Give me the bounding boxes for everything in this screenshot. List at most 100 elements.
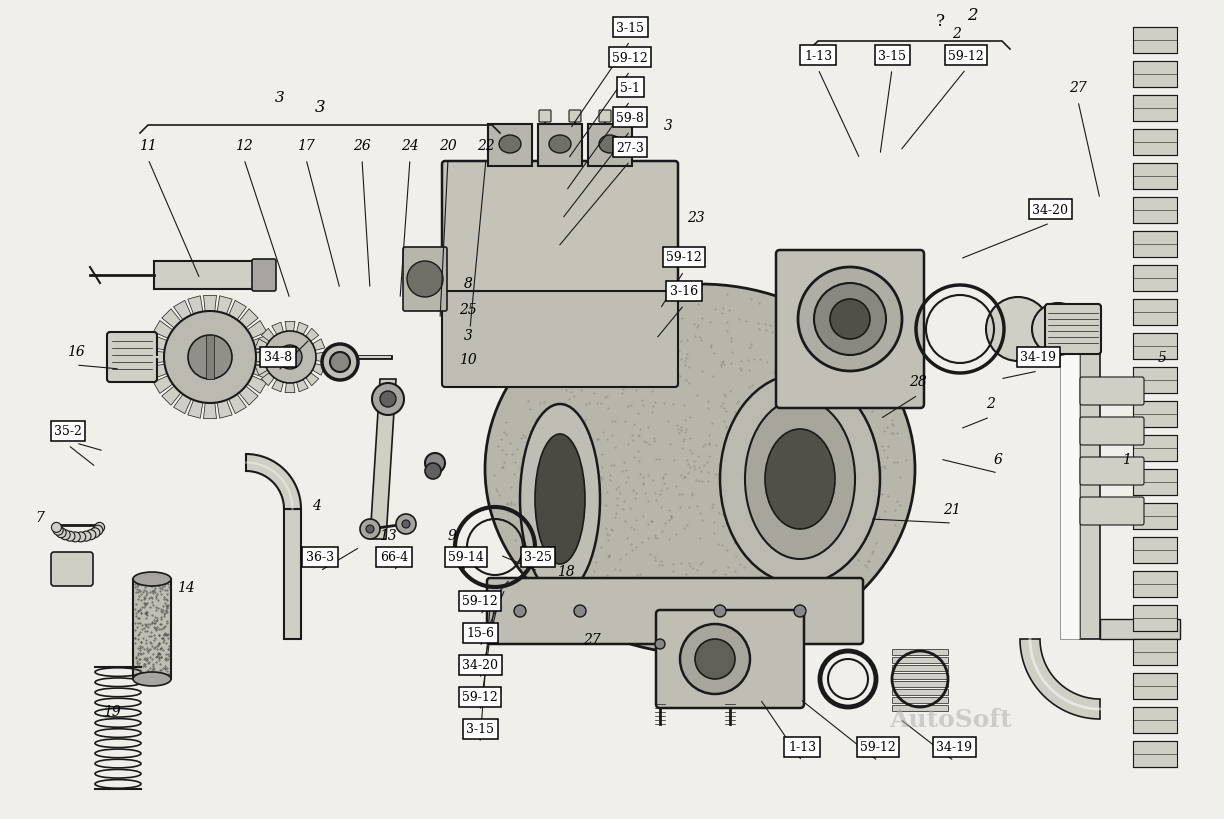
FancyBboxPatch shape bbox=[487, 578, 863, 645]
Text: 59-12: 59-12 bbox=[463, 595, 498, 608]
Text: 4: 4 bbox=[312, 499, 321, 513]
Text: 3-15: 3-15 bbox=[878, 49, 906, 62]
FancyBboxPatch shape bbox=[252, 260, 275, 292]
Circle shape bbox=[360, 519, 379, 540]
Polygon shape bbox=[162, 387, 181, 405]
Text: 17: 17 bbox=[297, 139, 315, 153]
Polygon shape bbox=[1133, 368, 1177, 393]
Circle shape bbox=[372, 383, 404, 415]
Text: 6: 6 bbox=[994, 452, 1002, 467]
Circle shape bbox=[81, 532, 91, 541]
Polygon shape bbox=[255, 353, 264, 363]
Circle shape bbox=[425, 464, 441, 479]
Polygon shape bbox=[1133, 62, 1177, 88]
Text: 25: 25 bbox=[459, 303, 477, 317]
Text: 34-20: 34-20 bbox=[461, 658, 498, 672]
Polygon shape bbox=[1133, 96, 1177, 122]
Ellipse shape bbox=[499, 136, 521, 154]
Polygon shape bbox=[1133, 572, 1177, 597]
Circle shape bbox=[60, 530, 70, 540]
Polygon shape bbox=[1133, 741, 1177, 767]
Text: 23: 23 bbox=[687, 210, 705, 224]
Polygon shape bbox=[296, 323, 308, 335]
Polygon shape bbox=[174, 395, 191, 414]
Ellipse shape bbox=[599, 136, 621, 154]
Text: 26: 26 bbox=[354, 139, 371, 153]
Text: 27: 27 bbox=[583, 632, 601, 646]
Bar bbox=[488, 124, 532, 167]
Polygon shape bbox=[239, 387, 258, 405]
Polygon shape bbox=[285, 383, 295, 393]
Bar bbox=[588, 124, 632, 167]
Ellipse shape bbox=[535, 434, 585, 564]
Text: 36-3: 36-3 bbox=[306, 551, 334, 563]
Text: 13: 13 bbox=[379, 528, 397, 542]
Text: 15: 15 bbox=[67, 423, 84, 437]
Circle shape bbox=[76, 532, 86, 542]
Text: 2: 2 bbox=[951, 27, 961, 41]
Circle shape bbox=[514, 605, 526, 618]
Polygon shape bbox=[149, 364, 166, 380]
Polygon shape bbox=[1133, 130, 1177, 156]
Ellipse shape bbox=[745, 400, 856, 559]
Polygon shape bbox=[892, 697, 949, 704]
Circle shape bbox=[278, 346, 302, 369]
Circle shape bbox=[655, 639, 665, 649]
Circle shape bbox=[330, 352, 350, 373]
Text: 11: 11 bbox=[140, 139, 157, 153]
Polygon shape bbox=[203, 296, 217, 312]
Text: 34-19: 34-19 bbox=[1020, 351, 1056, 364]
Polygon shape bbox=[285, 322, 295, 332]
Circle shape bbox=[93, 526, 103, 536]
Text: 14: 14 bbox=[177, 581, 195, 595]
Circle shape bbox=[86, 530, 95, 540]
Circle shape bbox=[322, 345, 357, 381]
Polygon shape bbox=[312, 364, 324, 376]
FancyBboxPatch shape bbox=[1080, 378, 1144, 405]
Text: 2: 2 bbox=[967, 7, 977, 25]
Circle shape bbox=[714, 605, 726, 618]
Text: 59-12: 59-12 bbox=[463, 690, 498, 704]
Polygon shape bbox=[247, 376, 267, 394]
FancyBboxPatch shape bbox=[106, 333, 157, 382]
Text: 35-2: 35-2 bbox=[54, 425, 82, 438]
Circle shape bbox=[51, 523, 61, 532]
Text: 3: 3 bbox=[275, 91, 285, 105]
Polygon shape bbox=[370, 379, 397, 540]
Text: 19: 19 bbox=[103, 704, 121, 718]
Circle shape bbox=[425, 454, 446, 473]
Text: 34-20: 34-20 bbox=[1032, 203, 1069, 216]
Text: 5: 5 bbox=[1158, 351, 1166, 364]
Text: 3-15: 3-15 bbox=[616, 21, 644, 34]
Ellipse shape bbox=[133, 572, 171, 586]
Ellipse shape bbox=[485, 285, 916, 654]
Circle shape bbox=[264, 332, 316, 383]
Polygon shape bbox=[148, 351, 164, 364]
Polygon shape bbox=[296, 380, 308, 392]
Text: 22: 22 bbox=[477, 139, 494, 153]
FancyBboxPatch shape bbox=[442, 162, 678, 297]
Polygon shape bbox=[1133, 265, 1177, 292]
Polygon shape bbox=[149, 335, 166, 351]
Text: 1-13: 1-13 bbox=[804, 49, 832, 62]
Text: 3: 3 bbox=[315, 99, 326, 116]
Text: AutoSoft: AutoSoft bbox=[889, 707, 1011, 731]
Text: 59-14: 59-14 bbox=[448, 551, 483, 563]
Circle shape bbox=[987, 297, 1050, 361]
Text: 18: 18 bbox=[557, 564, 575, 578]
Polygon shape bbox=[1133, 605, 1177, 631]
Circle shape bbox=[70, 532, 81, 542]
Polygon shape bbox=[1133, 401, 1177, 428]
Polygon shape bbox=[229, 301, 246, 320]
Text: 59-12: 59-12 bbox=[666, 251, 701, 265]
Polygon shape bbox=[187, 296, 203, 314]
Circle shape bbox=[794, 605, 805, 618]
Polygon shape bbox=[312, 339, 324, 351]
Polygon shape bbox=[239, 310, 258, 328]
Polygon shape bbox=[1100, 619, 1180, 639]
Text: 2: 2 bbox=[985, 396, 994, 410]
Circle shape bbox=[408, 262, 443, 297]
Ellipse shape bbox=[133, 672, 171, 686]
Ellipse shape bbox=[520, 405, 600, 595]
Polygon shape bbox=[255, 339, 268, 351]
